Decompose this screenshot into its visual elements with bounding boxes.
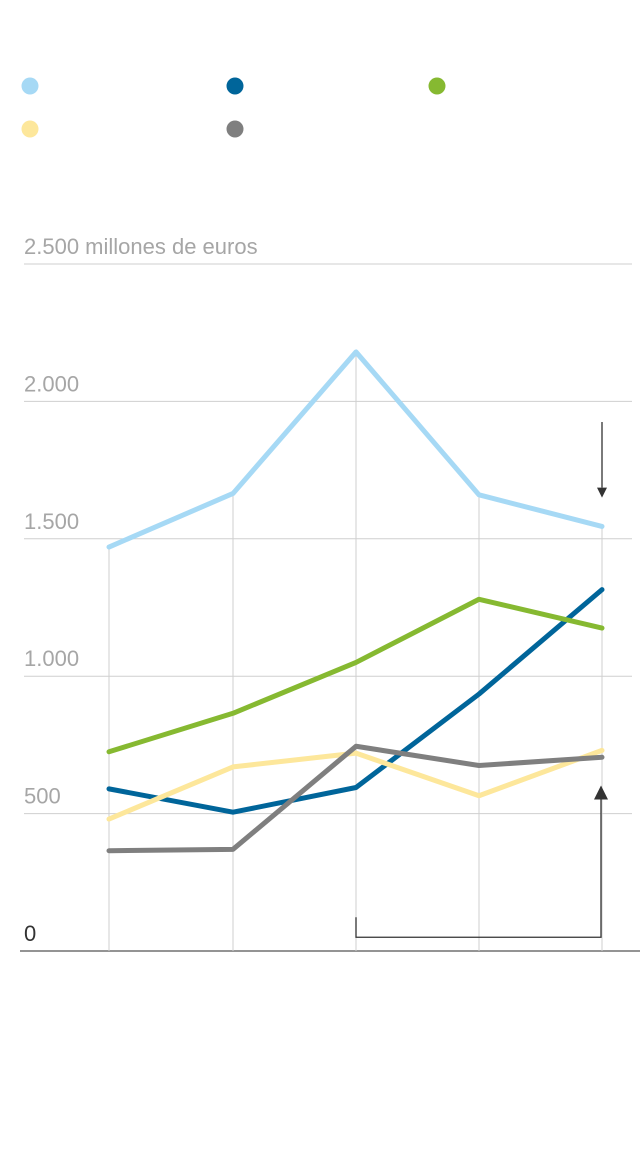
series-line-light-blue: [106, 349, 605, 550]
y-axis-ticks: 0 500 1.000 1.500 2.000 2.500 millones de eur…: [24, 234, 258, 946]
annotations: [355, 422, 608, 938]
y-tick-label-2000: 2.000: [24, 371, 79, 396]
legend-dot-green: [428, 77, 446, 95]
y-tick-label-1000: 1.000: [24, 646, 79, 671]
y-tick-label-500: 500: [24, 784, 61, 809]
grid: [20, 263, 640, 952]
annotation-arrow-down-head: [597, 487, 607, 498]
y-tick-label-2500: 2.500 millones de euros: [24, 234, 258, 259]
series-line-green: [106, 596, 605, 755]
annotation-bracket-line: [355, 799, 602, 938]
series-line-dark-blue: [106, 587, 605, 815]
y-tick-label-0: 0: [24, 921, 36, 946]
annotation-bracket-arrow-head: [594, 785, 608, 800]
legend-dot-yellow: [21, 120, 39, 138]
legend-dot-dark-blue: [226, 77, 244, 95]
series-line-gray: [106, 743, 605, 854]
y-tick-label-1500: 1.500: [24, 509, 79, 534]
legend-dot-gray: [226, 120, 244, 138]
legend: [21, 77, 446, 138]
series-line-yellow: [106, 747, 605, 822]
series-group: [106, 349, 605, 854]
legend-dot-light-blue: [21, 77, 39, 95]
